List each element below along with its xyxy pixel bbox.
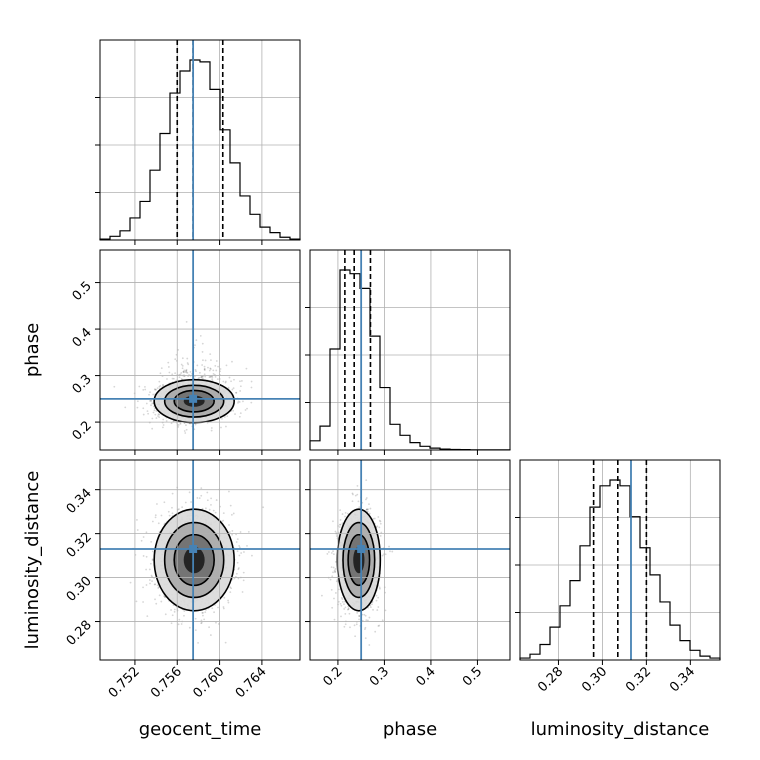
plot-layer: 0.28 0.30 0.32 0.340.20.30.40.50.752 0.756 0.… xyxy=(64,39,721,701)
y-axis-label-phase: phase xyxy=(22,323,43,377)
scatter-phase-vs-luminosity-distance-truth-marker xyxy=(357,545,366,554)
y-tick-label: 0.28 xyxy=(64,618,95,649)
scatter-geocent-time-vs-luminosity-distance-contour xyxy=(183,546,205,574)
hist-luminosity-distance-outline xyxy=(519,479,721,660)
hist-luminosity-distance-frame xyxy=(519,459,721,661)
scatter-geocent-time-vs-luminosity-distance-frame xyxy=(99,459,301,661)
scatter-phase-vs-luminosity-distance-points xyxy=(321,479,394,646)
x-tick-label: 0.752 xyxy=(106,664,143,701)
x-tick-label: 0.5 xyxy=(460,664,485,689)
hist-geocent-time-frame xyxy=(99,39,301,241)
y-axis-label-luminosity-distance: luminosity_distance xyxy=(22,471,43,650)
scatter-geocent-time-vs-luminosity-distance-truth-marker xyxy=(189,545,198,554)
scatter-geocent-time-vs-phase-frame xyxy=(99,249,301,451)
y-tick-label: 0.4 xyxy=(70,325,95,350)
x-tick-label: 0.32 xyxy=(623,664,654,695)
x-axis-label-phase: phase xyxy=(383,719,437,740)
hist-phase-frame xyxy=(309,249,511,451)
y-tick-label: 0.2 xyxy=(70,418,95,443)
x-axis-label-luminosity-distance: luminosity_distance xyxy=(531,719,710,740)
x-tick-label: 0.34 xyxy=(667,664,698,695)
y-tick-label: 0.32 xyxy=(64,530,95,561)
x-tick-label: 0.28 xyxy=(535,664,566,695)
x-tick-label: 0.760 xyxy=(190,664,227,701)
x-tick-label: 0.4 xyxy=(414,664,439,689)
scatter-phase-vs-luminosity-distance-frame xyxy=(309,459,511,661)
label-layer: geocent_time phase luminosity_distance p… xyxy=(22,323,709,740)
y-tick-label: 0.5 xyxy=(70,279,95,304)
y-tick-label: 0.3 xyxy=(70,372,95,397)
y-tick-label: 0.34 xyxy=(64,486,95,517)
x-tick-label: 0.30 xyxy=(579,664,610,695)
x-tick-label: 0.764 xyxy=(233,664,270,701)
x-tick-label: 0.3 xyxy=(367,664,392,689)
hist-geocent-time-outline xyxy=(99,59,301,240)
x-tick-label: 0.2 xyxy=(321,664,346,689)
scatter-geocent-time-vs-phase-truth-marker xyxy=(189,394,198,403)
y-tick-label: 0.30 xyxy=(64,574,95,605)
scatter-geocent-time-vs-phase-points xyxy=(113,321,267,434)
x-axis-label-geocent-time: geocent_time xyxy=(139,719,262,740)
scatter-geocent-time-vs-luminosity-distance-points xyxy=(129,486,265,644)
density-layer xyxy=(113,321,394,646)
x-tick-label: 0.756 xyxy=(148,664,185,701)
hist-phase-outline xyxy=(309,269,511,451)
